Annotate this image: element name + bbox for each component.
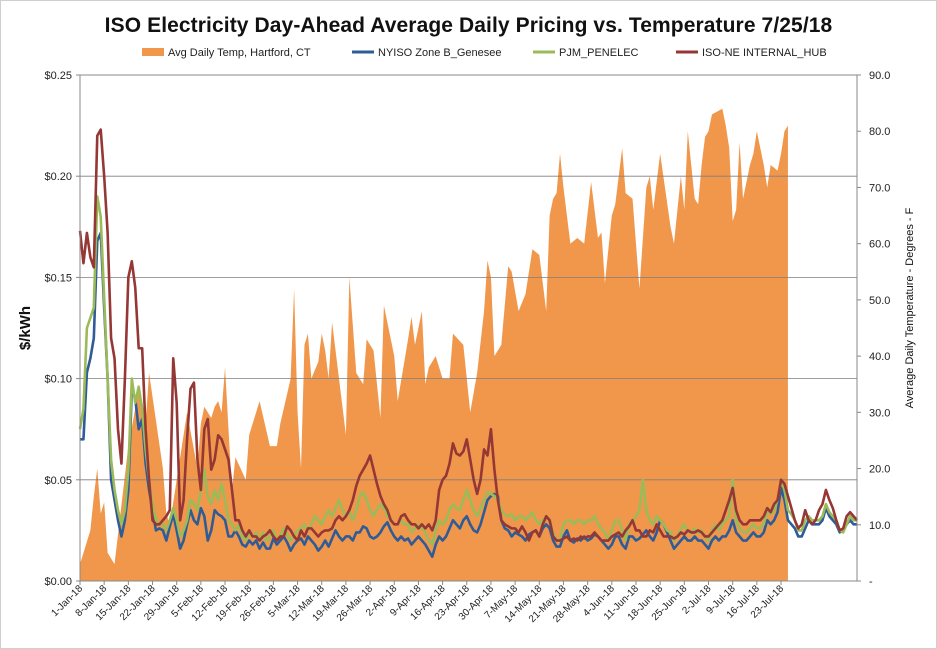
y2-tick-label: 20.0	[869, 464, 890, 476]
legend-label: PJM_PENELEC	[559, 47, 639, 59]
isone-line	[78, 128, 858, 542]
y-tick-label: $0.25	[44, 70, 72, 82]
legend-swatch	[142, 48, 164, 56]
y2-tick-label: 30.0	[869, 407, 890, 419]
legend: Avg Daily Temp, Hartford, CT NYISO Zone B…	[142, 47, 827, 59]
y2-tick-label: 70.0	[869, 182, 890, 194]
legend-label: NYISO Zone B_Genesee	[378, 47, 502, 59]
y2-tick-label: -	[869, 576, 873, 588]
nyiso-line	[80, 231, 857, 559]
plot-area	[78, 74, 858, 581]
y-axis-title: $/kWh	[17, 306, 34, 350]
y-tick-label: $0.20	[44, 171, 72, 183]
y2-tick-label: 80.0	[869, 126, 890, 138]
y-tick-label: $0.00	[44, 576, 72, 588]
y-tick-label: $0.05	[44, 475, 72, 487]
chart-title: ISO Electricity Day-Ahead Average Daily …	[104, 14, 833, 37]
legend-label: ISO-NE INTERNAL_HUB	[702, 47, 827, 59]
y2-tick-label: 50.0	[869, 295, 890, 307]
pjm-line	[78, 195, 857, 546]
temperature-area	[80, 108, 788, 581]
legend-label: Avg Daily Temp, Hartford, CT	[168, 47, 311, 59]
y2-tick-label: 60.0	[869, 239, 890, 251]
y-tick-label: $0.10	[44, 374, 72, 386]
y2-axis-title: Average Daily Temperature - Degrees - F	[904, 207, 916, 408]
y2-tick-label: 90.0	[869, 70, 890, 82]
y2-tick-label: 40.0	[869, 351, 890, 363]
y-tick-label: $0.15	[44, 272, 72, 284]
y2-tick-label: 10.0	[869, 520, 890, 532]
plot-border	[79, 74, 858, 582]
